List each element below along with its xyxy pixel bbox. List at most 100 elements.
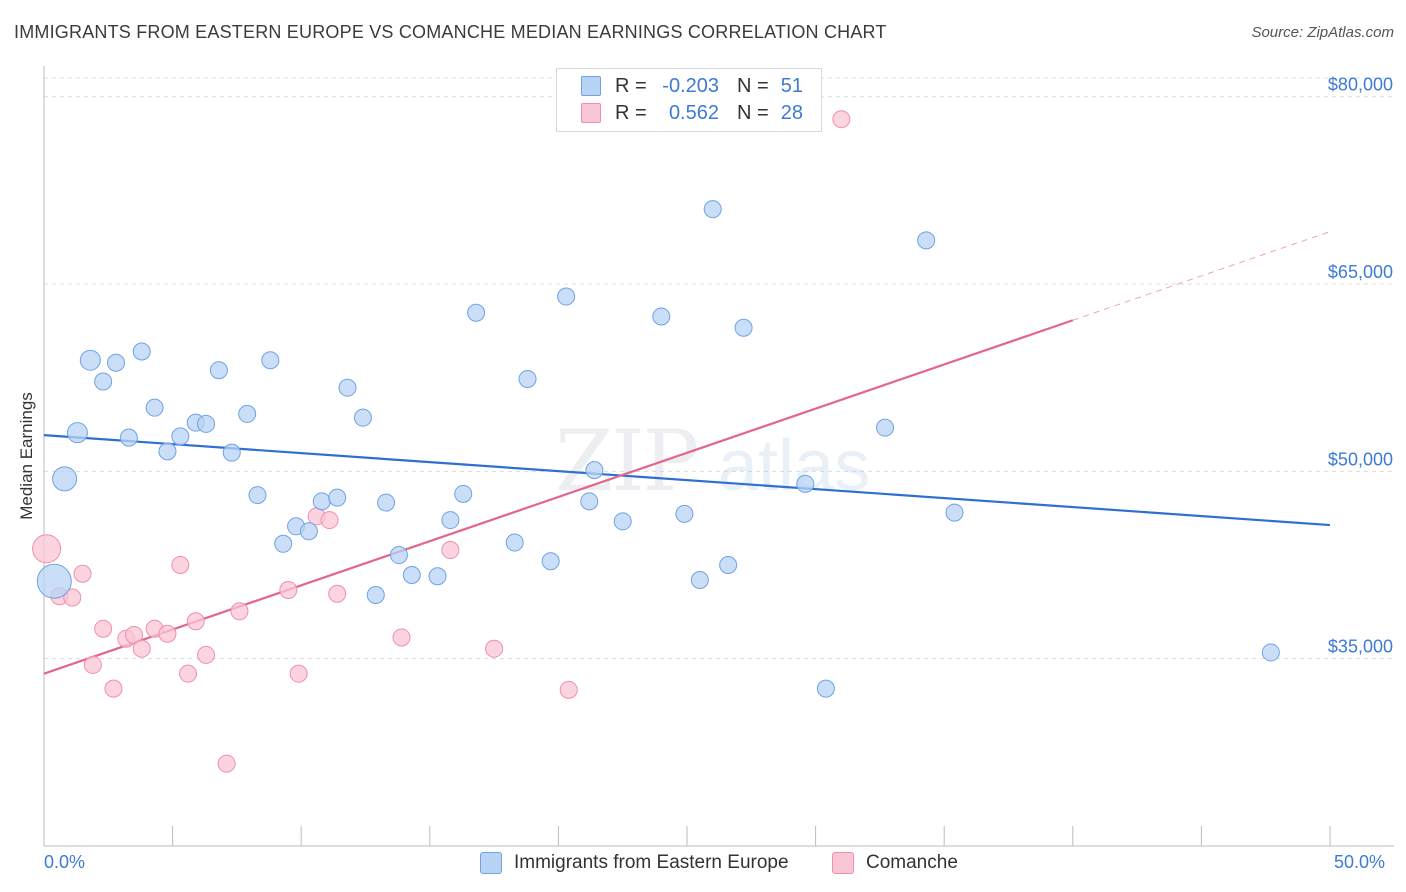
eastern-europe-point	[557, 287, 576, 306]
comanche-point	[832, 110, 851, 129]
comanche-point	[289, 664, 308, 683]
eastern-europe-point	[917, 231, 936, 250]
eastern-europe-point	[119, 428, 138, 447]
eastern-europe-point	[338, 378, 357, 397]
trend-line-eastern-europe	[43, 434, 1331, 527]
eastern-europe-point	[690, 571, 709, 590]
eastern-europe-point	[94, 372, 113, 391]
n-value: 51	[780, 74, 803, 97]
n-label: N =	[737, 101, 769, 124]
bottom-legend-eastern-europe: Immigrants from Eastern Europe	[480, 852, 789, 874]
eastern-europe-point	[796, 474, 815, 493]
eastern-europe-point	[541, 552, 560, 571]
eastern-europe-point	[209, 361, 228, 380]
trend-line-comanche-extension	[1072, 231, 1331, 321]
eastern-europe-point	[734, 318, 753, 337]
blue-swatch	[581, 76, 601, 96]
x-tick-min: 0.0%	[44, 852, 86, 872]
eastern-europe-point	[675, 504, 694, 523]
correlation-legend: R = -0.203 N = 51 R = 0.562 N = 28	[556, 68, 822, 132]
comanche-point	[320, 511, 339, 530]
eastern-europe-point	[299, 522, 318, 541]
eastern-europe-point	[428, 567, 447, 586]
eastern-europe-point	[454, 484, 473, 503]
comanche-point	[197, 645, 216, 664]
r-value: -0.203	[662, 74, 719, 97]
comanche-point	[441, 541, 460, 560]
x-tick-max: 50.0%	[1334, 852, 1386, 872]
pink-swatch	[581, 103, 601, 123]
pink-swatch	[832, 852, 854, 874]
comanche-point	[328, 584, 347, 603]
eastern-europe-point	[703, 200, 722, 219]
eastern-europe-point	[222, 443, 241, 462]
r-label: R =	[615, 74, 647, 97]
eastern-europe-point	[274, 534, 293, 553]
eastern-europe-point	[580, 492, 599, 511]
eastern-europe-point	[158, 442, 177, 461]
comanche-point	[158, 624, 177, 643]
eastern-europe-point	[652, 307, 671, 326]
watermark-zip: ZIP	[555, 412, 697, 510]
eastern-europe-point	[441, 511, 460, 530]
legend-row-eastern-europe: R = -0.203 N = 51	[581, 73, 803, 99]
comanche-point	[179, 664, 198, 683]
eastern-europe-point	[36, 563, 72, 599]
comanche-point	[392, 628, 411, 647]
eastern-europe-point	[518, 369, 537, 388]
eastern-europe-point	[248, 486, 267, 505]
eastern-europe-point	[107, 353, 126, 372]
y-axis-label: Median Earnings	[17, 392, 36, 520]
comanche-point	[63, 588, 82, 607]
legend-label: Comanche	[866, 852, 958, 873]
bottom-legend-comanche: Comanche	[832, 852, 958, 874]
trend-line-comanche	[43, 319, 1074, 675]
r-value: 0.562	[668, 101, 719, 124]
eastern-europe-point	[261, 351, 280, 370]
axes	[43, 66, 1394, 847]
eastern-europe-point	[238, 404, 257, 423]
eastern-europe-point	[171, 427, 190, 446]
eastern-europe-point	[377, 493, 396, 512]
comanche-point	[217, 754, 236, 773]
comanche-point	[485, 639, 504, 658]
y-tick-label: $65,000	[1328, 262, 1393, 282]
n-value: 28	[780, 101, 803, 124]
grid-lines	[44, 77, 1394, 660]
eastern-europe-point	[132, 342, 151, 361]
data-points	[32, 110, 1280, 773]
comanche-point	[186, 612, 205, 631]
eastern-europe-point	[613, 512, 632, 531]
eastern-europe-point	[66, 422, 88, 444]
blue-swatch	[480, 852, 502, 874]
eastern-europe-point	[197, 414, 216, 433]
watermark: ZIP atlas	[555, 412, 870, 510]
y-tick-label: $80,000	[1328, 75, 1393, 95]
eastern-europe-point	[719, 556, 738, 575]
comanche-point	[279, 581, 298, 599]
y-tick-labels: $80,000 $65,000 $50,000 $35,000	[1328, 75, 1393, 657]
eastern-europe-point	[312, 492, 331, 511]
eastern-europe-point	[389, 546, 408, 565]
comanche-point	[559, 680, 578, 699]
eastern-europe-point	[467, 303, 486, 322]
eastern-europe-point	[876, 418, 895, 437]
eastern-europe-point	[402, 566, 421, 585]
comanche-point	[104, 679, 123, 698]
eastern-europe-point	[1261, 643, 1280, 662]
watermark-atlas: atlas	[718, 426, 870, 506]
eastern-europe-point	[945, 503, 964, 522]
y-tick-label: $50,000	[1328, 449, 1393, 469]
eastern-europe-point	[353, 408, 372, 427]
eastern-europe-point	[145, 398, 164, 417]
legend-label: Immigrants from Eastern Europe	[514, 852, 789, 873]
y-tick-label: $35,000	[1328, 637, 1393, 657]
comanche-point	[125, 625, 144, 644]
r-label: R =	[615, 101, 647, 124]
comanche-point	[73, 564, 92, 583]
eastern-europe-point	[585, 461, 604, 480]
n-label: N =	[737, 74, 769, 97]
comanche-point	[171, 556, 190, 575]
comanche-point	[132, 639, 151, 658]
